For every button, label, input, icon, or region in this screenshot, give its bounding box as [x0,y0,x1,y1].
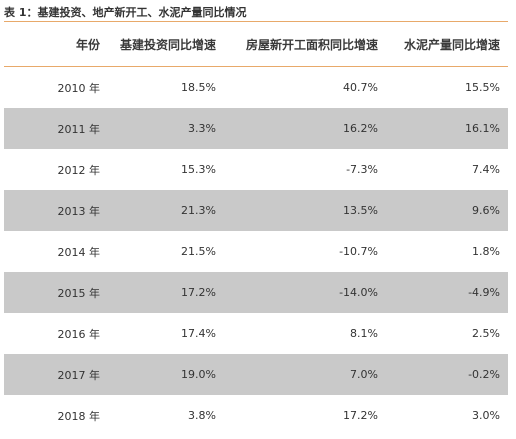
housing-cell: 8.1% [350,327,378,340]
infra-cell: 18.5% [181,81,216,94]
header-divider [4,66,508,67]
year-cell: 2016 年 [57,327,101,341]
year-cell: 2015 年 [57,286,101,300]
header-cement-output-growth: 水泥产量同比增速 [403,37,500,52]
infra-cell: 21.3% [181,204,216,217]
cement-cell: -4.9% [468,286,500,299]
table-row: 2015 年 17.2% -14.0% -4.9% [4,272,508,313]
housing-cell: -10.7% [339,245,378,258]
year-cell: 2014 年 [57,245,101,259]
table-row: 2011 年 3.3% 16.2% 16.1% [4,108,508,149]
table-row: 2012 年 15.3% -7.3% 7.4% [4,149,508,190]
cement-cell: 15.5% [465,81,500,94]
caption-divider [4,21,508,22]
year-cell: 2010 年 [57,81,101,95]
table-row: 2017 年 19.0% 7.0% -0.2% [4,354,508,395]
housing-cell: -14.0% [339,286,378,299]
year-cell: 2012 年 [57,163,101,177]
table-caption: 表 1：基建投资、地产新开工、水泥产量同比情况 [4,6,247,19]
table-row: 2013 年 21.3% 13.5% 9.6% [4,190,508,231]
table-row: 2014 年 21.5% -10.7% 1.8% [4,231,508,272]
infra-cell: 3.3% [188,122,216,135]
header-year: 年份 [75,37,100,52]
cement-cell: 16.1% [465,122,500,135]
cement-cell: 7.4% [472,163,500,176]
table-header: 年份 基建投资同比增速 房屋新开工面积同比增速 水泥产量同比增速 [4,22,508,66]
housing-cell: 16.2% [343,122,378,135]
year-cell: 2017 年 [57,368,101,382]
cement-cell: 2.5% [472,327,500,340]
year-cell: 2013 年 [57,204,101,218]
year-cell: 2018 年 [57,409,101,423]
infra-cell: 21.5% [181,245,216,258]
table-body: 2010 年 18.5% 40.7% 15.5% 2011 年 3.3% 16.… [4,67,508,436]
infra-cell: 19.0% [181,368,216,381]
table-row: 2018 年 3.8% 17.2% 3.0% [4,395,508,436]
header-infra-growth: 基建投资同比增速 [119,37,216,52]
infra-cell: 3.8% [188,409,216,422]
table-row: 2016 年 17.4% 8.1% 2.5% [4,313,508,354]
cement-cell: -0.2% [468,368,500,381]
year-cell: 2011 年 [57,122,101,136]
infra-cell: 17.4% [181,327,216,340]
header-housing-starts-growth: 房屋新开工面积同比增速 [245,37,378,52]
housing-cell: 40.7% [343,81,378,94]
table-row: 2010 年 18.5% 40.7% 15.5% [4,67,508,108]
infra-cell: 17.2% [181,286,216,299]
housing-cell: 17.2% [343,409,378,422]
cement-cell: 9.6% [472,204,500,217]
infra-cell: 15.3% [181,163,216,176]
cement-cell: 1.8% [472,245,500,258]
housing-cell: 13.5% [343,204,378,217]
housing-cell: 7.0% [350,368,378,381]
cement-cell: 3.0% [472,409,500,422]
housing-cell: -7.3% [346,163,378,176]
